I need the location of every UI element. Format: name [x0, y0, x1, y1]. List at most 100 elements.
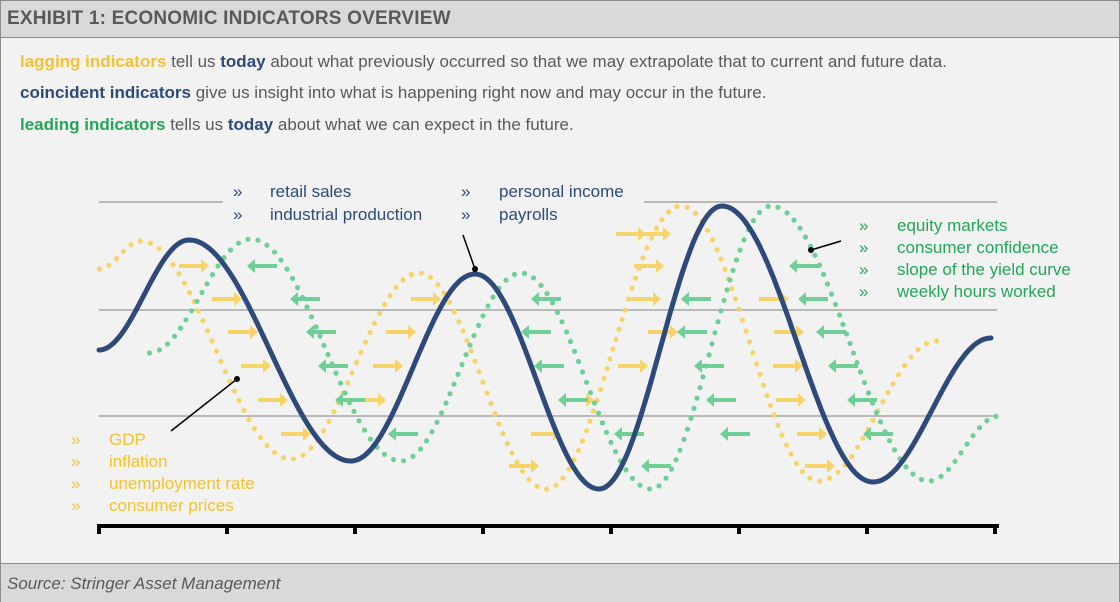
lagging-dot	[147, 240, 154, 246]
left-arrow	[681, 292, 711, 306]
arrow-head	[641, 459, 649, 473]
leading-dot	[681, 436, 687, 442]
lagging-dot	[257, 434, 264, 441]
leading-dot	[784, 210, 790, 216]
exhibit-footer: Source: Stringer Asset Management	[1, 563, 1119, 602]
leading-dot	[850, 350, 857, 356]
leading-dot	[400, 458, 407, 464]
leading-dot	[938, 473, 944, 479]
leading-dot	[656, 483, 662, 489]
left-arrow	[306, 325, 336, 339]
right-arrow	[258, 393, 288, 407]
leading-dot	[918, 476, 925, 483]
arrow-head	[653, 292, 661, 306]
lagging-dot	[195, 308, 202, 314]
intro-text: tells us	[165, 115, 228, 134]
lagging-dot	[222, 368, 229, 375]
coincident-wave	[96, 203, 994, 492]
left-arrow	[614, 427, 644, 441]
right-arrow	[631, 292, 661, 306]
leading-dot	[278, 257, 284, 263]
lagging-dot	[371, 320, 378, 326]
lagging-dot	[326, 418, 332, 424]
leading-dot	[952, 458, 958, 464]
lagging-dot	[231, 388, 238, 394]
lagging-dot	[519, 468, 526, 474]
lagging-dot	[236, 397, 242, 404]
lagging-dot	[923, 341, 930, 347]
arrow-head	[433, 292, 441, 306]
leading-dot	[832, 301, 839, 307]
lagging-dot	[120, 248, 127, 254]
leading-dot	[467, 342, 473, 348]
arrow-head	[290, 292, 298, 306]
intro-text: about what we can expect in the future.	[273, 115, 574, 134]
leading-dot	[750, 218, 757, 224]
left-arrow	[534, 359, 564, 373]
leading-dot	[629, 475, 636, 481]
left-arrow	[290, 292, 320, 306]
leading-dot	[480, 313, 486, 319]
lagging-dot	[290, 456, 297, 462]
arrow-head	[681, 292, 689, 306]
arrow-head	[280, 393, 288, 407]
lagging-dot	[901, 363, 908, 369]
leading-dot	[612, 449, 619, 455]
lagging-dot	[358, 349, 364, 355]
left-arrow	[789, 259, 819, 273]
lagging-dot	[427, 274, 434, 280]
lagging-dot	[113, 256, 120, 262]
lagging-dot	[367, 329, 373, 336]
leading-dot	[820, 271, 827, 277]
arrow-head	[234, 292, 242, 306]
leading-dot	[733, 257, 740, 263]
leading-dot	[765, 203, 771, 209]
lagging-dot	[704, 227, 711, 233]
leading-dot	[709, 341, 715, 347]
arrow-head	[720, 427, 728, 441]
arrow-head	[796, 325, 804, 339]
arrow-head	[670, 325, 678, 339]
leading-dot	[171, 333, 178, 339]
leading-dot	[333, 370, 339, 376]
lagging-dot	[504, 441, 511, 447]
leading-dot	[199, 289, 205, 296]
lagging-dot	[692, 210, 699, 216]
lagging-dot	[880, 399, 886, 405]
left-arrow	[318, 359, 348, 373]
lagging-dot	[480, 379, 486, 385]
lagging-dot	[757, 371, 763, 378]
leading-label-equity-markets: equity markets	[897, 216, 1008, 235]
leading-dot	[245, 236, 251, 242]
lagging-dot	[613, 336, 619, 342]
leading-dot	[583, 379, 590, 385]
leading-dot	[317, 333, 323, 339]
left-arrow	[828, 359, 858, 373]
lagging-dot	[653, 225, 660, 231]
pointer-leading	[810, 240, 842, 251]
leading-dot	[511, 271, 518, 277]
lagging-dot	[714, 247, 720, 253]
lagging-dot	[344, 380, 351, 386]
leading-dot	[447, 391, 453, 397]
lagging-dot	[492, 411, 498, 417]
right-arrow	[228, 325, 258, 339]
leading-dot	[156, 347, 163, 353]
lagging-dot	[648, 235, 655, 241]
leading-dot	[910, 471, 916, 477]
lagging-dot	[496, 421, 502, 427]
leading-dot	[836, 312, 843, 318]
lagging-dot	[604, 366, 610, 372]
lagging-dot	[760, 382, 767, 388]
lagging-dot	[793, 460, 800, 466]
pointer-lagging	[170, 378, 238, 432]
lagging-dot	[209, 338, 215, 344]
right-arrow	[641, 227, 671, 241]
lagging-dot	[393, 284, 399, 290]
intro-text: give us insight into what is happening r…	[190, 83, 767, 102]
leading-dot	[857, 369, 864, 375]
today-term: today	[227, 115, 274, 134]
arrow-head	[847, 393, 855, 407]
right-arrow	[241, 359, 271, 373]
arrow-head	[798, 292, 806, 306]
